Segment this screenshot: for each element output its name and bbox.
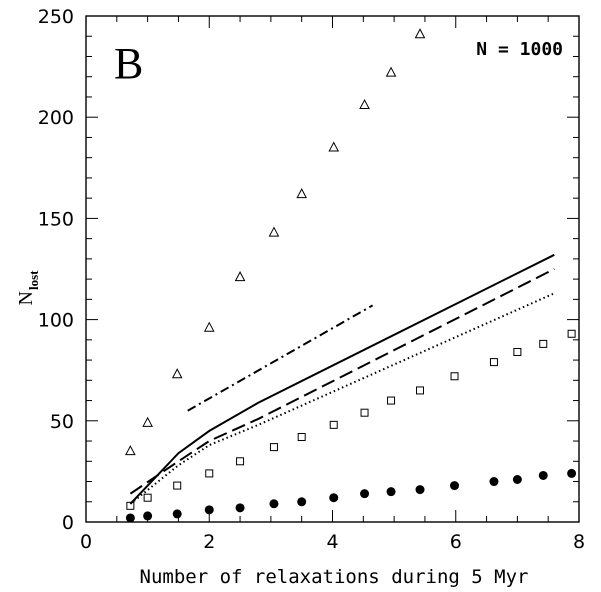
circle-point [450, 481, 460, 491]
triangle-point [359, 98, 370, 110]
x-tick-label: 8 [573, 531, 585, 553]
y-tick-label: 200 [38, 107, 74, 129]
x-tick-label: 0 [80, 531, 92, 553]
circle-point [172, 509, 182, 519]
y-tick-label: 0 [62, 512, 74, 534]
axis-ticks [85, 15, 580, 523]
square-point [489, 358, 498, 367]
circle-point [143, 511, 153, 521]
square-point [173, 481, 182, 490]
triangle-point [328, 141, 340, 152]
series-line-dashed [129, 268, 555, 495]
triangle-point [125, 445, 136, 456]
circle-point [235, 503, 245, 513]
circle-point [538, 470, 548, 480]
y-tick-label: 50 [50, 411, 74, 433]
annotation-n: N = 1000 [476, 39, 563, 60]
series-line-solid [129, 253, 555, 505]
square-point [567, 329, 576, 338]
circle-point [567, 468, 577, 478]
circle-point [329, 493, 339, 503]
circle-point [386, 487, 396, 497]
circle-point [204, 505, 214, 515]
circle-point [297, 497, 307, 507]
square-point [329, 420, 338, 429]
y-tick-label: 150 [38, 208, 74, 230]
svg-text:lost: lost [26, 270, 41, 290]
square-point [236, 457, 245, 466]
triangle-point [414, 28, 426, 39]
triangle-point [171, 368, 183, 379]
y-axis-title: N lost [15, 270, 41, 306]
square-point [143, 493, 152, 502]
tick-labels: 0 2 4 6 8 0 50 100 150 200 250 [38, 6, 585, 553]
svg-text:N: N [15, 291, 37, 305]
square-point [416, 386, 425, 395]
circle-point [489, 477, 499, 487]
plot-frame [85, 15, 580, 523]
square-point [297, 432, 306, 441]
circle-point [269, 499, 279, 509]
triangle-point [268, 226, 280, 237]
square-point [513, 347, 522, 356]
square-point [126, 501, 135, 510]
y-tick-label: 250 [38, 6, 74, 28]
y-tick-label: 100 [38, 310, 74, 332]
square-point [450, 372, 459, 381]
panel-label: B [114, 39, 143, 88]
circle-point [512, 474, 522, 484]
x-tick-label: 4 [326, 531, 338, 553]
x-tick-label: 6 [450, 531, 462, 553]
circle-point [415, 485, 425, 495]
triangle-point [142, 416, 153, 427]
square-point [269, 443, 278, 452]
triangle-point [296, 188, 308, 199]
series-line-dash-dot [187, 304, 374, 412]
circle-point [360, 489, 370, 499]
square-point [205, 469, 214, 478]
triangle-point [385, 66, 397, 77]
y-axis-title-main: N [15, 291, 37, 305]
triangle-point [234, 271, 246, 282]
y-axis-title-sub: lost [26, 270, 41, 290]
data-marks [125, 28, 577, 523]
square-point [387, 396, 396, 405]
square-point [360, 408, 369, 417]
x-tick-label: 2 [203, 531, 215, 553]
series-line-dotted [129, 292, 555, 505]
triangle-point [203, 321, 215, 332]
circle-point [125, 513, 135, 523]
x-axis-title: Number of relaxations during 5 Myr [140, 566, 529, 588]
square-point [539, 339, 548, 348]
